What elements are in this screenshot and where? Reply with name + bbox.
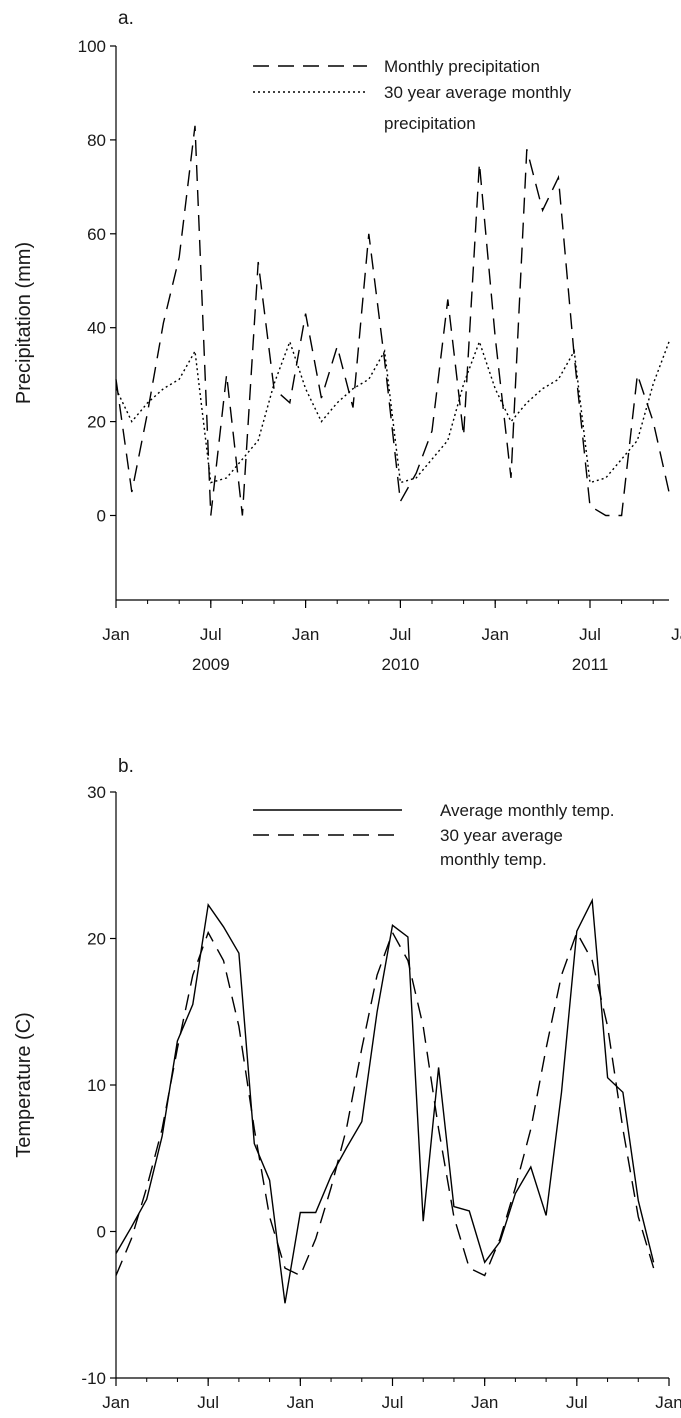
x-tick-label: Jan: [287, 1393, 314, 1412]
x-tick-label: Jan: [102, 625, 129, 644]
year-label: 2010: [381, 655, 419, 674]
series-line-1: [115, 897, 655, 1304]
x-tick-label: Jan: [471, 1393, 498, 1412]
legend-label: monthly temp.: [440, 850, 547, 869]
series-line-2: [115, 339, 670, 484]
x-tick-label: Jul: [382, 1393, 404, 1412]
x-tick-label: Jul: [197, 1393, 219, 1412]
panel-label: b.: [118, 756, 134, 777]
legend-label: 30 year average monthly: [384, 83, 572, 102]
series-line-1: [115, 125, 670, 517]
legend-label: precipitation: [384, 114, 476, 133]
y-tick-label: -10: [81, 1369, 106, 1388]
x-tick-label: Jan: [481, 625, 508, 644]
x-tick-label: Jan: [292, 625, 319, 644]
x-tick-label: Jul: [200, 625, 222, 644]
y-tick-label: 80: [87, 131, 106, 150]
y-tick-label: 20: [87, 930, 106, 949]
y-tick-label: 30: [87, 783, 106, 802]
temperature-panel: b.-100102030JanJulJanJulJanJulJan2009201…: [13, 756, 681, 1412]
y-tick-label: 60: [87, 225, 106, 244]
x-tick-label: Jan: [655, 1393, 681, 1412]
precipitation-panel: a. 0 20 40 60 80 100 Jan Jul Jan Jul Jan Jul Jan 2009 2…: [13, 8, 681, 674]
legend-label: Average monthly temp.: [440, 801, 615, 820]
year-label: 2011: [572, 655, 609, 674]
y-axis-title: Temperature (C): [13, 1012, 35, 1158]
y-tick-label: 100: [78, 37, 106, 56]
legend-label: 30 year average: [440, 826, 563, 845]
y-tick-label: 10: [87, 1076, 106, 1095]
y-tick-label: 20: [87, 413, 106, 432]
x-tick-label: Jul: [579, 625, 601, 644]
x-tick-label: Jul: [390, 625, 412, 644]
x-tick-label: Jul: [566, 1393, 588, 1412]
y-tick-label: 0: [97, 1223, 106, 1242]
year-label: 2009: [192, 655, 230, 674]
y-tick-label: 0: [97, 506, 106, 525]
x-tick-label: Jan: [671, 625, 681, 644]
y-tick-label: 40: [87, 319, 106, 338]
legend-label: Monthly precipitation: [384, 57, 540, 76]
x-tick-label: Jan: [102, 1393, 129, 1412]
panel-label: a.: [118, 8, 134, 29]
y-axis-title: Precipitation (mm): [13, 242, 35, 404]
series-line-2: [115, 930, 655, 1277]
